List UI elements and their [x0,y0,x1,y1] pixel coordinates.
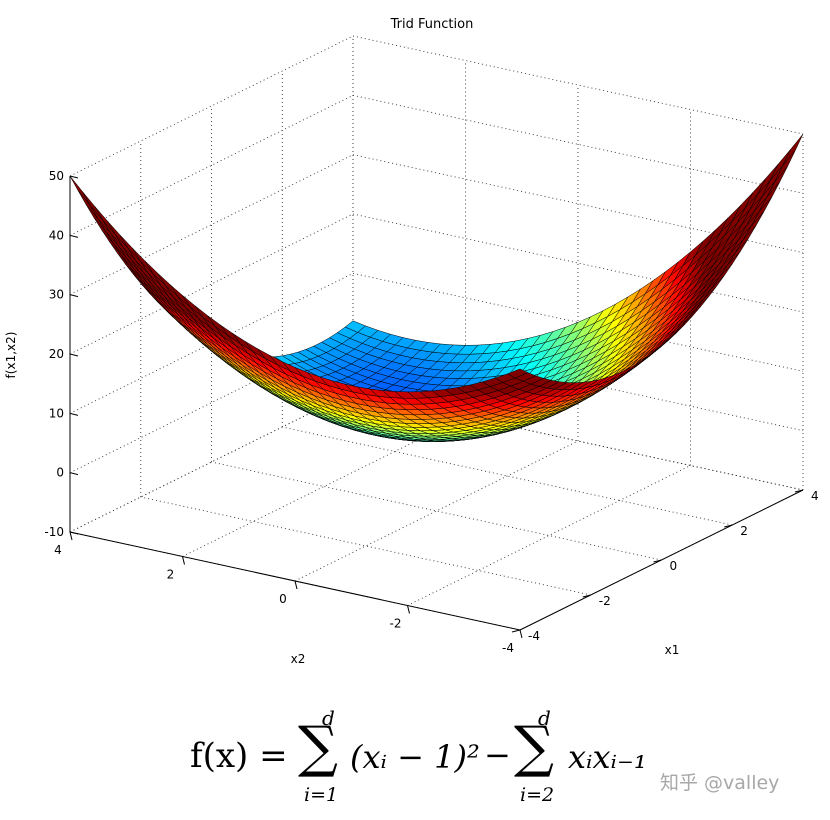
z-tick-mark [69,234,79,238]
x1-tick-mark [653,559,662,563]
z-tick-label: 0 [56,466,64,480]
trid-formula: f(x) = d ∑ i=1 (xᵢ − 1)² − d ∑ i=2 xᵢxᵢ₋… [190,700,670,815]
x1-tick-mark [724,524,733,528]
trid-surface-plot: Trid Function -4-2024420-2-450403020100-… [4,17,819,666]
axis-grid [69,35,804,631]
sum2-symbol: ∑ [514,715,554,780]
surface-patch [77,190,99,220]
x2-tick-mark [407,605,410,614]
grid-line [352,35,804,135]
x2-tick-mark [294,580,298,590]
formula-term1: (xᵢ − 1)² [350,738,480,776]
x1-tick-label: -4 [528,629,540,643]
z-tick-mark [69,175,79,179]
grid-line [69,213,354,355]
x2-tick-label: 4 [54,543,62,557]
sum1-symbol: ∑ [298,715,338,780]
grid-line [182,416,466,557]
grid-line [407,465,691,606]
x2-tick-label: 0 [279,592,287,606]
z-tick-label: 40 [49,228,64,242]
surface-patch [69,175,91,206]
grid-line [352,154,804,254]
z-tick-label: 50 [49,169,64,183]
z-tick-mark [69,531,79,535]
x2-axis-label: x2 [291,652,306,666]
x1-tick-label: 0 [670,559,678,573]
grid-line [69,332,354,474]
formula-lhs: f(x) = [190,736,288,776]
chart-title: Trid Function [390,17,474,32]
grid-line [352,391,804,491]
surface-patch [782,133,804,167]
surface-patch [90,205,111,234]
zhihu-watermark: 知乎 @valley [660,772,780,794]
z-tick-label: 30 [49,288,64,302]
grid-line [352,213,804,313]
grid-line [140,496,591,596]
z-axis-label: f(x1,x2) [4,332,18,379]
z-tick-mark [69,412,79,416]
grid-line [69,94,354,236]
sum2-lower: i=2 [520,784,555,806]
x2-tick-mark [519,629,523,639]
grid-line [69,35,354,177]
z-tick-label: 10 [49,406,64,420]
z-tick-mark [69,472,79,476]
grid-line [69,391,354,533]
formula-minus: − [484,736,511,774]
x2-tick-label: -4 [502,641,514,655]
x2-tick-label: -2 [390,617,402,631]
x2-tick-mark [182,556,185,565]
x2-tick-mark [69,531,73,541]
sum2-upper: d [538,706,551,730]
grid-line [211,461,662,561]
formula-term2: xᵢxᵢ₋₁ [568,738,647,776]
x1-tick-label: -2 [599,594,611,608]
grid-line [69,154,354,296]
z-tick-mark [69,353,79,357]
sum1-lower: i=1 [304,784,339,806]
z-tick-label: 20 [49,347,64,361]
x1-axis-label: x1 [665,643,680,657]
grid-line [294,440,579,582]
x1-tick-label: 2 [740,524,748,538]
sum1-upper: d [322,706,335,730]
grid-line [352,272,804,372]
grid-line [282,426,733,526]
z-tick-mark [69,294,79,298]
surface-patch [506,368,529,379]
x1-tick-mark [582,594,591,598]
x1-tick-mark [511,629,521,633]
z-tick-label: -10 [44,525,64,539]
x1-tick-mark [794,489,804,493]
grid-line [69,272,354,414]
x1-tick-label: 4 [811,489,819,503]
grid-line [352,94,804,194]
surface-mesh [69,133,804,442]
x2-tick-label: 2 [167,568,175,582]
